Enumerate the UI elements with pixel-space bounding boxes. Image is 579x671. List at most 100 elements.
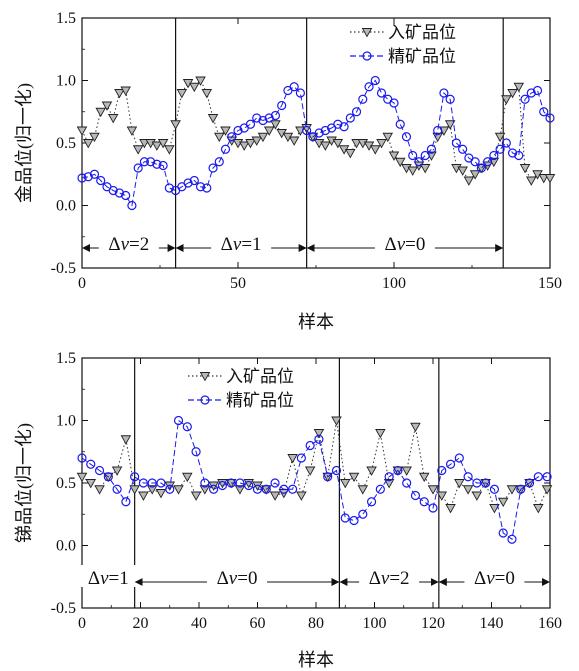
velocity-variable: v: [121, 234, 130, 255]
data-point: [366, 466, 377, 476]
x-tick-label: 160: [538, 615, 562, 632]
segment-value: =0: [237, 568, 257, 589]
data-point: [277, 100, 287, 111]
data-point: [469, 170, 481, 180]
data-point: [489, 484, 500, 494]
data-point: [114, 89, 125, 99]
data-point: [170, 120, 181, 130]
data-point: [146, 485, 158, 495]
data-point: [524, 478, 535, 488]
data-point: [129, 485, 140, 495]
y-tick-label: 0.0: [56, 538, 76, 555]
data-point: [476, 163, 486, 173]
data-point: [333, 119, 343, 129]
legend-label: 精矿品位: [226, 391, 294, 410]
segment-label: Δv=2: [369, 568, 410, 589]
x-axis-label: 样本: [298, 312, 334, 332]
delta-symbol: Δ: [369, 568, 381, 589]
data-point: [264, 113, 274, 123]
data-point: [173, 485, 184, 495]
data-point: [516, 484, 526, 494]
y-tick-label: 1.0: [56, 413, 76, 430]
series-line: [81, 419, 548, 541]
data-point: [454, 453, 464, 463]
data-point: [214, 157, 224, 167]
data-point: [226, 478, 236, 488]
data-point: [542, 472, 552, 482]
data-point: [82, 139, 94, 149]
data-point: [96, 175, 106, 186]
data-point: [495, 144, 505, 154]
data-point: [77, 173, 87, 183]
segment-label-bg: [207, 565, 268, 587]
data-point: [139, 139, 150, 149]
data-point: [418, 472, 430, 483]
legend-marker: [361, 28, 373, 38]
data-point: [437, 465, 447, 476]
data-point: [302, 125, 312, 136]
data-point: [182, 422, 192, 432]
legend-marker: [200, 395, 210, 405]
data-point: [191, 447, 201, 457]
data-point: [101, 101, 113, 111]
data-point: [201, 89, 213, 99]
data-point: [472, 478, 482, 488]
data-point: [331, 465, 342, 476]
data-point: [252, 484, 263, 494]
data-point: [407, 166, 418, 176]
x-tick-label: 140: [480, 615, 504, 632]
data-point: [433, 125, 443, 136]
series-feed: [76, 416, 553, 514]
data-point: [114, 188, 125, 198]
data-point: [176, 89, 188, 99]
data-point: [507, 148, 518, 158]
delta-symbol: Δ: [217, 568, 229, 589]
data-point: [195, 76, 206, 86]
data-point: [507, 89, 518, 99]
data-point: [401, 132, 412, 142]
data-point: [296, 453, 306, 463]
data-point: [395, 119, 405, 129]
data-point: [470, 157, 480, 167]
data-point: [348, 472, 360, 483]
data-point: [384, 472, 394, 482]
series-concentrate: [77, 415, 552, 544]
y-axis-label: 金品位(归一化): [14, 83, 35, 203]
data-point: [451, 138, 461, 148]
y-tick-label: 0.5: [56, 475, 76, 492]
data-point: [445, 459, 456, 469]
data-point: [483, 157, 493, 167]
data-point: [151, 141, 163, 151]
data-point: [288, 484, 298, 494]
data-point: [157, 139, 169, 149]
data-point: [458, 144, 468, 154]
y-tick-label: -0.5: [51, 600, 76, 617]
data-point: [314, 434, 324, 444]
data-point: [507, 534, 517, 544]
data-point: [339, 479, 351, 489]
data-point: [471, 491, 483, 501]
data-point: [426, 144, 437, 154]
data-point: [351, 139, 362, 149]
data-point: [375, 429, 386, 439]
data-point: [164, 145, 175, 155]
data-point: [220, 126, 231, 136]
y-axis-label: 锑品位(归一化): [14, 423, 35, 543]
data-point: [427, 485, 439, 495]
segment-label: Δv=2: [108, 234, 149, 255]
data-point: [214, 132, 225, 143]
data-point: [146, 157, 156, 167]
data-point: [533, 504, 544, 514]
data-point: [513, 82, 525, 93]
data-point: [463, 472, 473, 482]
data-point: [457, 166, 468, 176]
data-point: [238, 141, 250, 151]
data-point: [370, 75, 380, 86]
data-point: [138, 478, 149, 488]
data-point: [199, 485, 211, 495]
data-point: [489, 504, 500, 514]
data-point: [428, 503, 438, 513]
